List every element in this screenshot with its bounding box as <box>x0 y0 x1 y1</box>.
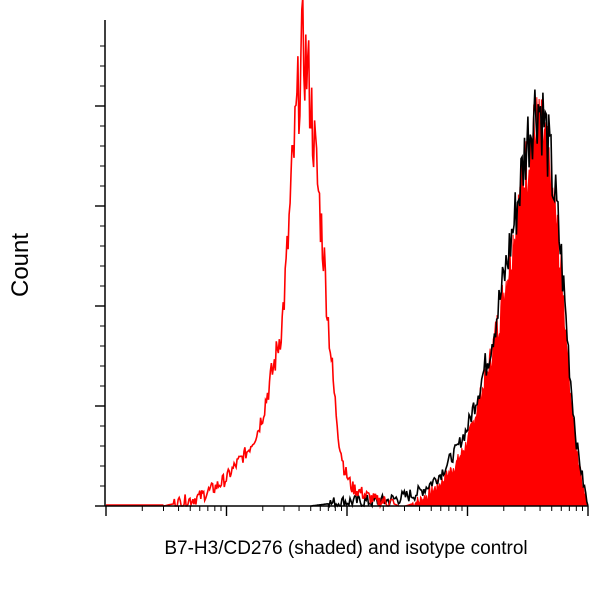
y-axis-title: Count <box>7 233 34 297</box>
x-axis-title: B7-H3/CD276 (shaded) and isotype control <box>164 538 527 559</box>
series-layer <box>106 0 589 510</box>
shaded-series-area <box>404 97 588 507</box>
black-outline-series-line <box>310 89 589 509</box>
isotype-control-series-line <box>163 0 400 510</box>
axes-layer <box>95 20 589 516</box>
